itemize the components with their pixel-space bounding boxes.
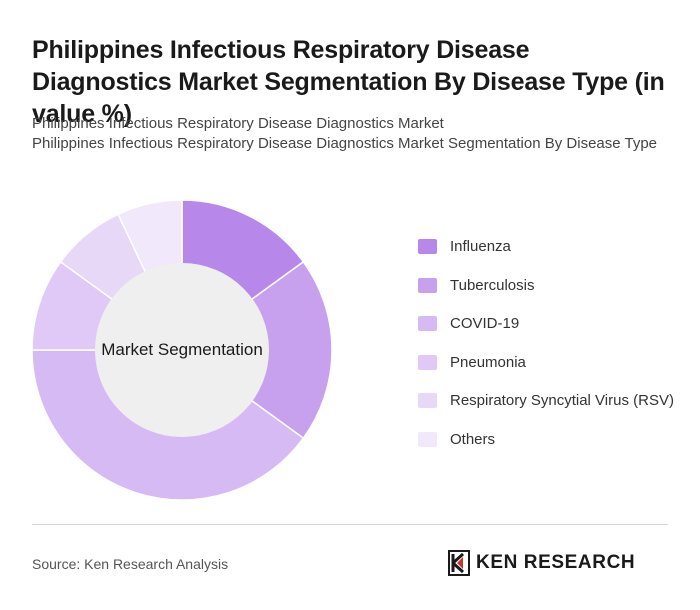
legend-item-covid-19: COVID-19 — [418, 313, 678, 335]
legend-label: Tuberculosis — [450, 276, 535, 294]
legend-label: Others — [450, 430, 496, 448]
legend-swatch — [418, 239, 437, 254]
legend-swatch — [418, 316, 437, 331]
legend-label: COVID-19 — [450, 315, 520, 332]
subtitle-line-1: Philippines Infectious Respiratory Disea… — [32, 115, 444, 132]
subtitle-line-2: Philippines Infectious Respiratory Disea… — [32, 134, 658, 152]
ken-research-logo-icon — [448, 550, 470, 576]
legend-item-pneumonia: Pneumonia — [418, 352, 678, 374]
legend-label: Influenza — [450, 238, 511, 255]
legend-swatch — [418, 393, 437, 408]
chart-legend: Influenza Tuberculosis COVID-19 Pneumonia Re… — [418, 236, 678, 467]
legend-swatch — [418, 277, 437, 293]
legend-item-respiratory-syncytial-virus-rsv: Respiratory Syncytial Virus (RSV) — [418, 390, 678, 412]
donut-svg — [32, 200, 332, 500]
chart-subtitle: Philippines Infectious Respiratory Disea… — [32, 114, 662, 153]
logo-text: KEN RESEARCH — [476, 552, 636, 573]
legend-swatch — [418, 354, 437, 370]
footer-divider — [32, 524, 668, 525]
donut-chart — [32, 200, 332, 500]
source-note: Source: Ken Research Analysis — [32, 556, 229, 572]
legend-label: Respiratory Syncytial Virus (RSV) — [450, 392, 674, 409]
legend-swatch — [418, 431, 437, 447]
ken-research-logo: KEN RESEARCH — [448, 548, 635, 578]
legend-item-influenza: Influenza — [418, 236, 678, 258]
legend-item-others: Others — [418, 429, 678, 451]
chart-title: Philippines Infectious Respiratory Disea… — [32, 36, 665, 128]
legend-item-tuberculosis: Tuberculosis — [418, 275, 678, 297]
legend-label: Pneumonia — [450, 353, 526, 371]
donut-hole — [95, 263, 269, 437]
